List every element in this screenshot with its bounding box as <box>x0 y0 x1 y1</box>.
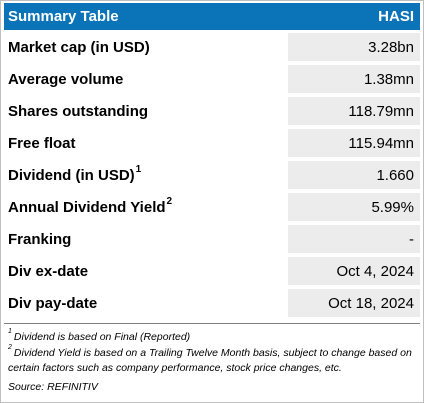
row-label: Free float <box>4 129 282 157</box>
table-title: Summary Table <box>8 8 119 25</box>
table-row: Market cap (in USD) 3.28bn <box>4 33 420 61</box>
table-row: Shares outstanding 118.79mn <box>4 97 420 125</box>
table-row: Free float 115.94mn <box>4 129 420 157</box>
row-value: - <box>288 225 420 253</box>
row-value: 1.660 <box>288 161 420 189</box>
row-label: Franking <box>4 225 282 253</box>
row-label: Annual Dividend Yield 2 <box>4 193 282 221</box>
row-value: 115.94mn <box>288 129 420 157</box>
row-label: Shares outstanding <box>4 97 282 125</box>
table-row: Franking - <box>4 225 420 253</box>
ticker-symbol: HASI <box>378 8 414 25</box>
row-label: Div ex-date <box>4 257 282 285</box>
table-body: Market cap (in USD) 3.28bn Average volum… <box>4 33 420 317</box>
table-row: Div ex-date Oct 4, 2024 <box>4 257 420 285</box>
table-row: Average volume 1.38mn <box>4 65 420 93</box>
table-row: Dividend (in USD) 1 1.660 <box>4 161 420 189</box>
row-value: Oct 4, 2024 <box>288 257 420 285</box>
row-label: Dividend (in USD) 1 <box>4 161 282 189</box>
footnote-marker: 2 <box>8 343 12 351</box>
divider <box>4 323 420 324</box>
row-value: 118.79mn <box>288 97 420 125</box>
table-header: Summary Table HASI <box>4 3 420 30</box>
row-label: Market cap (in USD) <box>4 33 282 61</box>
row-value: 5.99% <box>288 193 420 221</box>
source-note: Source: REFINITIV <box>8 381 98 393</box>
row-value: 3.28bn <box>288 33 420 61</box>
table-row: Annual Dividend Yield 2 5.99% <box>4 193 420 221</box>
table-row: Div pay-date Oct 18, 2024 <box>4 289 420 317</box>
footnote-2: 2 Dividend Yield is based on a Trailing T… <box>8 343 412 375</box>
footnote-marker: 1 <box>8 327 12 335</box>
footnote-1: 1 Dividend is based on Final (Reported) <box>8 327 191 344</box>
row-label: Div pay-date <box>4 289 282 317</box>
footnotes: 1 Dividend is based on Final (Reported) 2… <box>4 327 420 376</box>
row-label: Average volume <box>4 65 282 93</box>
row-value: 1.38mn <box>288 65 420 93</box>
row-value: Oct 18, 2024 <box>288 289 420 317</box>
